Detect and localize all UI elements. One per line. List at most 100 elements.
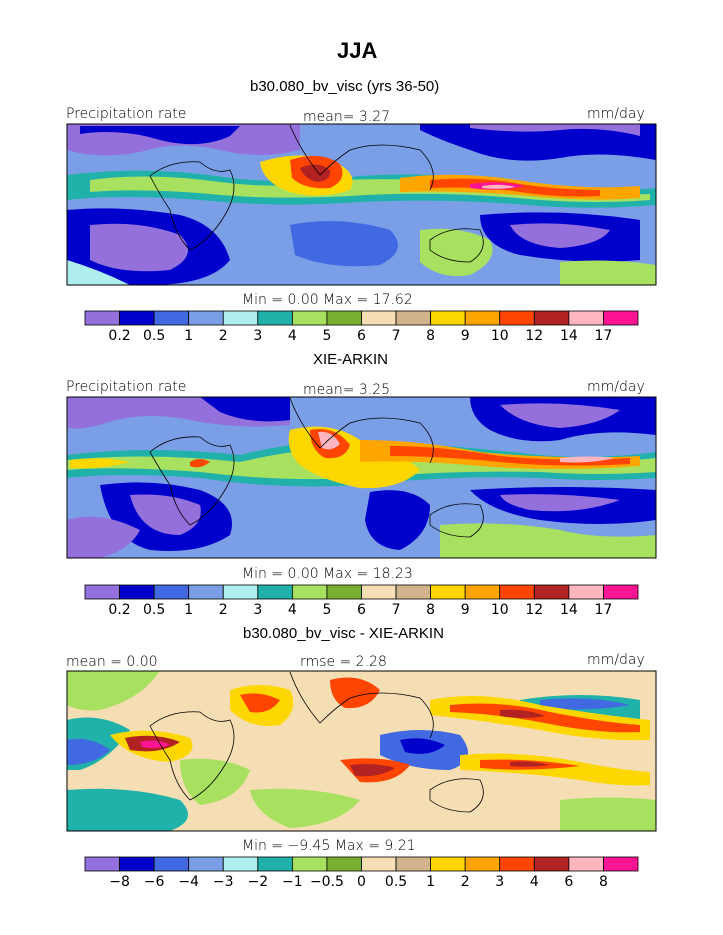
panel-2-center-label: mean= 3.25	[303, 382, 391, 398]
colorbar-swatch	[222, 584, 259, 600]
panel-2-left-label: Precipitation rate	[66, 379, 187, 395]
panel-2-right-label: mm/day	[587, 379, 645, 395]
colorbar-swatch	[222, 310, 259, 326]
colorbar-swatch	[119, 584, 155, 600]
colorbar-tick-label: 0	[357, 874, 366, 890]
colorbar-swatch	[326, 310, 362, 326]
colorbar-tick-label: 10	[491, 602, 509, 618]
colorbar-swatch	[499, 310, 535, 326]
colorbar-swatch	[257, 856, 293, 872]
colorbar-tick-label: 12	[525, 328, 543, 344]
colorbar-tick-label: 1	[184, 602, 193, 618]
colorbar-tick-label: −0.5	[310, 874, 344, 890]
colorbar-tick-label: 1	[184, 328, 193, 344]
colorbar-tick-label: 5	[322, 328, 331, 344]
colorbar-tick-label: 8	[426, 602, 435, 618]
colorbar-tick-label: −1	[282, 874, 303, 890]
colorbar-tick-label: 6	[564, 874, 573, 890]
colorbar-swatch	[291, 310, 328, 326]
colorbar-swatch	[361, 584, 397, 600]
colorbar-swatch	[603, 310, 639, 326]
panel-1-center-label: mean= 3.27	[303, 109, 391, 125]
colorbar-tick-label: 2	[219, 602, 228, 618]
colorbar-swatch	[395, 310, 432, 326]
colorbar-tick-label: 3	[253, 328, 262, 344]
colorbar-tick-label: 8	[426, 328, 435, 344]
colorbar-swatch	[568, 584, 604, 600]
colorbar-swatch	[464, 584, 501, 600]
colorbar-swatch	[257, 310, 293, 326]
panel-1-left-label: Precipitation rate	[66, 106, 187, 122]
colorbar-tick-label: 2	[219, 328, 228, 344]
colorbar-tick-label: 7	[392, 328, 401, 344]
colorbar-swatch	[84, 856, 120, 872]
colorbar-swatch	[84, 584, 120, 600]
colorbar-tick-label: 7	[392, 602, 401, 618]
colorbar-swatch	[84, 310, 120, 326]
panel-3-minmax: Min = −9.45 Max = 9.21	[242, 838, 416, 854]
colorbar-swatch	[395, 856, 432, 872]
colorbar-tick-label: 4	[288, 602, 297, 618]
colorbar-swatch	[361, 310, 397, 326]
colorbar-tick-label: −6	[144, 874, 165, 890]
colorbar-swatch	[499, 856, 535, 872]
colorbar-tick-label: 3	[253, 602, 262, 618]
colorbar-tick-label: −8	[109, 874, 130, 890]
colorbar-tick-label: 12	[525, 602, 543, 618]
colorbar-tick-label: 14	[560, 602, 578, 618]
colorbar-swatch	[499, 584, 535, 600]
colorbar-swatch	[326, 856, 362, 872]
colorbar-tick-label: 6	[357, 328, 366, 344]
colorbar-swatch	[153, 584, 190, 600]
colorbar-swatch	[188, 310, 224, 326]
colorbar-tick-label: 10	[491, 328, 509, 344]
panel-3-heading: b30.080_bv_visc - XIE-ARKIN	[243, 625, 444, 642]
panel-2-heading: XIE-ARKIN	[313, 351, 389, 368]
panel-2-minmax: Min = 0.00 Max = 18.23	[242, 566, 413, 582]
colorbar-tick-label: 1	[426, 874, 435, 890]
colorbar-tick-label: 0.2	[108, 602, 130, 618]
colorbar-swatch	[568, 856, 604, 872]
colorbar-swatch	[188, 856, 224, 872]
colorbar-tick-label: 9	[461, 328, 470, 344]
colorbar-tick-label: 14	[560, 328, 578, 344]
colorbar-tick-label: 3	[495, 874, 504, 890]
colorbar-tick-label: 17	[595, 328, 613, 344]
colorbar-tick-label: 0.5	[143, 328, 165, 344]
colorbar-swatch	[153, 856, 190, 872]
colorbar-swatch	[395, 584, 432, 600]
colorbar-swatch	[430, 310, 466, 326]
colorbar-swatch	[568, 310, 604, 326]
panel-3-left-label: mean = 0.00	[66, 654, 158, 670]
colorbar-swatch	[533, 856, 570, 872]
panel-3-right-label: mm/day	[587, 652, 645, 668]
colorbar-swatch	[603, 856, 639, 872]
colorbar-tick-label: 8	[599, 874, 608, 890]
colorbar-swatch	[291, 856, 328, 872]
colorbar-tick-label: 17	[595, 602, 613, 618]
colorbar-tick-label: 0.5	[385, 874, 407, 890]
colorbar-swatch	[153, 310, 190, 326]
colorbar-swatch	[222, 856, 259, 872]
colorbar-swatch	[603, 584, 639, 600]
colorbar-swatch	[119, 856, 155, 872]
colorbar-tick-label: −2	[247, 874, 268, 890]
colorbar-tick-label: 9	[461, 602, 470, 618]
colorbar-swatch	[291, 584, 328, 600]
colorbar-swatch	[430, 584, 466, 600]
colorbar-swatch	[257, 584, 293, 600]
colorbar-swatch	[430, 856, 466, 872]
colorbar-swatch	[464, 856, 501, 872]
colorbar-swatch	[361, 856, 397, 872]
colorbar-tick-label: 4	[288, 328, 297, 344]
panel-1-heading: b30.080_bv_visc (yrs 36-50)	[250, 78, 440, 95]
colorbar-tick-label: −4	[178, 874, 199, 890]
colorbar-tick-label: 0.5	[143, 602, 165, 618]
panel-1-right-label: mm/day	[587, 106, 645, 122]
panel-3-center-label: rmse = 2.28	[300, 654, 387, 670]
